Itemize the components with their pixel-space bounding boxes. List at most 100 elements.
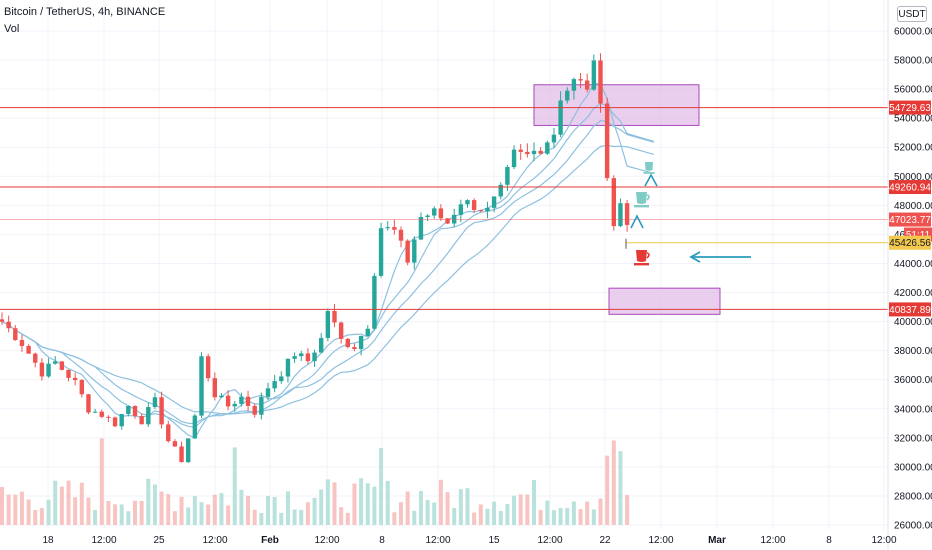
x-tick-label: 8 [826, 535, 832, 546]
volume-bar [505, 504, 510, 525]
x-tick-label: Feb [261, 535, 279, 546]
candle-body [53, 361, 58, 364]
volume-bar [312, 497, 317, 525]
candle-body [352, 347, 357, 350]
volume-bar [179, 496, 184, 525]
candle-body [511, 149, 517, 168]
candle-body [591, 60, 597, 90]
candle-body [72, 377, 78, 380]
candle-body [265, 388, 271, 397]
volume-bar [113, 504, 118, 525]
x-tick-label: 12:00 [648, 535, 673, 546]
volume-bar [465, 488, 470, 525]
candle-body [531, 150, 537, 155]
candle-body [6, 321, 11, 329]
candle-body [92, 411, 98, 413]
symbol-title[interactable]: Bitcoin / TetherUS, 4h, BINANCE [4, 6, 166, 18]
candles [0, 53, 630, 464]
y-tick-label: 38000.00 [894, 346, 932, 357]
candle-body [578, 79, 583, 81]
volume-bar [252, 509, 257, 525]
x-tick-label: 18 [42, 535, 54, 546]
zone-box [608, 287, 721, 315]
volume-bar [452, 507, 457, 525]
volume-bar [498, 511, 503, 525]
volume-bar [532, 479, 536, 525]
x-tick-label: 12:00 [871, 535, 896, 546]
y-tick-label: 30000.00 [894, 462, 932, 473]
candle-body [106, 416, 111, 418]
moving-average-line [1, 119, 654, 425]
candle-body [159, 397, 164, 425]
candle-body [112, 417, 118, 427]
y-tick-label: 44000.00 [894, 259, 932, 270]
y-tick-label: 32000.00 [894, 433, 932, 444]
volume-bar [512, 495, 517, 525]
y-tick-label: 28000.00 [894, 491, 932, 502]
y-tick-label: 52000.00 [894, 143, 932, 154]
volume-bar [425, 500, 430, 525]
volume-bar [372, 486, 377, 525]
candle-body [279, 376, 284, 382]
volume-bar [0, 486, 4, 525]
candle-body [59, 361, 65, 370]
candle-body [345, 338, 350, 348]
volume-bar [232, 447, 237, 525]
volume-bar [199, 502, 204, 525]
x-tick-label: 8 [379, 535, 385, 546]
y-tick-label: 40000.00 [894, 317, 932, 328]
candle-body [418, 217, 424, 240]
candle-body [571, 79, 577, 91]
price-label: 54729.63 [889, 103, 931, 114]
candle-body [611, 178, 616, 227]
volume-bar [345, 512, 350, 525]
candle-body [272, 381, 277, 389]
y-tick-label: 54000.00 [894, 114, 932, 125]
volume-bar [226, 505, 231, 525]
volume-bar [292, 509, 297, 525]
candle-body [152, 397, 158, 408]
candle-body [319, 337, 324, 353]
y-tick-label: 42000.00 [894, 288, 932, 299]
horizontal-levels [0, 107, 888, 310]
moving-average-line [1, 144, 654, 415]
volume-bar [146, 478, 151, 525]
volume-bar [319, 489, 324, 525]
volume-bar [272, 496, 277, 525]
candle-body [39, 362, 45, 377]
candle-body [445, 218, 450, 224]
candle-body [405, 240, 410, 263]
candle-body [186, 438, 191, 463]
volume-bar [192, 496, 197, 525]
volume-bar [305, 502, 310, 525]
time-axis[interactable]: 18 12:00 25 12:00 Feb 12:00 8 12:00 15 12:00 22 12:… [42, 535, 897, 546]
x-tick-label: 22 [599, 535, 611, 546]
y-tick-label: 58000.00 [894, 56, 932, 67]
candle-body [498, 184, 503, 197]
grid-lines [0, 0, 888, 530]
candle-body [305, 353, 311, 362]
candle-body [0, 319, 5, 322]
candle-body [219, 395, 224, 398]
candle-body [558, 100, 563, 135]
candle-body [358, 335, 364, 350]
volume-bar [279, 512, 284, 525]
volume-bar [206, 504, 211, 525]
volume-bar [259, 512, 264, 525]
volume-bar [46, 499, 51, 525]
volume-bar [93, 509, 98, 525]
volume-bar [438, 479, 443, 525]
candle-body [86, 394, 91, 413]
volume-bar [285, 491, 290, 525]
volume-bar [73, 497, 78, 525]
candle-body [471, 200, 477, 210]
candle-body [491, 196, 497, 208]
candle-body [179, 446, 184, 463]
candle-body [604, 103, 610, 179]
currency-button[interactable]: USDT [897, 6, 927, 22]
y-tick-label: 34000.00 [894, 404, 932, 415]
volume-bar [66, 480, 71, 525]
volume-bar [126, 511, 131, 525]
volume-bar [478, 504, 483, 525]
